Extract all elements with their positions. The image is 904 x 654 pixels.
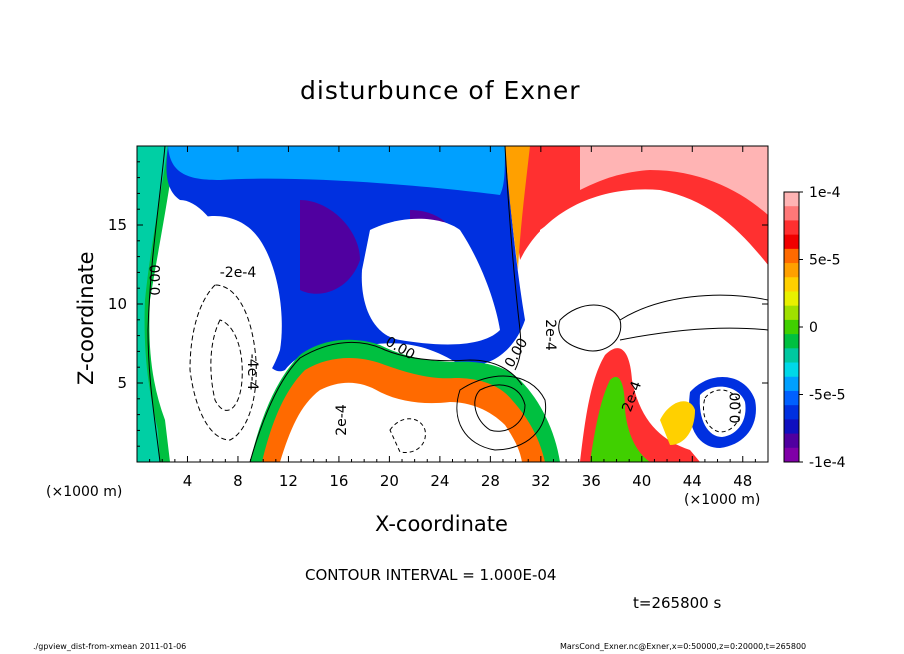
x-tick-label: 4 bbox=[183, 472, 193, 490]
x-tick-label: 12 bbox=[279, 472, 298, 490]
x-tick-label: 32 bbox=[531, 472, 550, 490]
colorbar-swatch bbox=[784, 334, 799, 349]
colorbar-swatch bbox=[784, 277, 799, 292]
colorbar-label: -5e-5 bbox=[809, 388, 846, 404]
colorbar-label: 0 bbox=[809, 320, 818, 336]
contour-label: 0.00 bbox=[728, 392, 744, 423]
colorbar-label: 1e-4 bbox=[809, 185, 841, 201]
field-top-purple bbox=[300, 200, 360, 294]
y-axis: 5 10 15 bbox=[108, 161, 768, 447]
contour-lines bbox=[147, 146, 768, 462]
footer-left: ./gpview_dist-from-xmean 2011-01-06 bbox=[33, 642, 187, 651]
x-tick-label: 44 bbox=[683, 472, 702, 490]
colorbar-swatch bbox=[784, 319, 799, 335]
x-tick-label: 20 bbox=[380, 472, 399, 490]
x-tick-label: 28 bbox=[481, 472, 500, 490]
x-tick-label: 8 bbox=[233, 472, 243, 490]
colorbar-swatch bbox=[784, 291, 799, 307]
contour-label: -4e-4 bbox=[244, 354, 260, 391]
y-tick-label: 15 bbox=[108, 216, 127, 234]
x-tick-label: 40 bbox=[632, 472, 651, 490]
contour-label: -2e-4 bbox=[220, 265, 257, 281]
colorbar-swatch bbox=[784, 348, 799, 364]
x-axis-label: X-coordinate bbox=[375, 512, 508, 536]
contour-label: 2e-4 bbox=[334, 404, 350, 436]
x-tick-label: 16 bbox=[329, 472, 348, 490]
field-top-pink bbox=[580, 146, 768, 215]
colorbar-swatch bbox=[784, 206, 799, 221]
x-tick-label: 24 bbox=[430, 472, 449, 490]
y-tick-label: 5 bbox=[117, 374, 127, 392]
field-right-yellow bbox=[660, 401, 695, 445]
colorbar: 1e-4 5e-5 0 -5e-5 -1e-4 bbox=[783, 185, 846, 471]
contour-label: 0.00 bbox=[148, 264, 164, 295]
x-axis: 4 8 12 16 20 24 28 32 36 40 44 48 bbox=[149, 146, 756, 490]
colorbar-swatch bbox=[784, 390, 799, 406]
field-white-center bbox=[361, 218, 500, 345]
colorbar-swatch bbox=[784, 376, 799, 392]
colorbar-label: -1e-4 bbox=[809, 455, 846, 471]
colorbar-swatch bbox=[784, 305, 799, 321]
y-tick-label: 10 bbox=[108, 295, 127, 313]
chart-title: disturbunce of Exner bbox=[300, 76, 581, 105]
colorbar-swatch bbox=[784, 248, 799, 264]
x-unit-label-right: (×1000 m) bbox=[684, 492, 761, 508]
colorbar-swatch bbox=[784, 405, 799, 420]
colorbar-swatch bbox=[784, 419, 799, 435]
footer-right: MarsCond_Exner.nc@Exner,x=0:50000,z=0:20… bbox=[560, 642, 807, 651]
y-axis-label: Z-coordinate bbox=[74, 251, 98, 385]
colorbar-swatch bbox=[784, 220, 799, 236]
x-unit-label: (×1000 m) bbox=[46, 484, 123, 500]
field-white-left bbox=[165, 216, 282, 441]
field-top-cyan bbox=[168, 146, 505, 195]
field-right-ring-white bbox=[699, 386, 746, 437]
field-top-orange bbox=[505, 146, 530, 270]
colorbar-swatch bbox=[784, 234, 799, 250]
field-ridge-white bbox=[280, 382, 522, 462]
time-stamp: t=265800 s bbox=[633, 594, 722, 612]
colorbar-label: 5e-5 bbox=[809, 253, 840, 269]
colorbar-swatch bbox=[784, 447, 799, 463]
colorbar-swatch bbox=[784, 192, 799, 207]
field-left-edge-cyan bbox=[137, 146, 168, 462]
contour-label: 2e-4 bbox=[542, 319, 558, 351]
colorbar-swatch bbox=[784, 362, 799, 378]
contour-interval: CONTOUR INTERVAL = 1.000E-04 bbox=[305, 566, 557, 584]
field-right-green bbox=[590, 376, 650, 462]
x-tick-label: 36 bbox=[582, 472, 601, 490]
x-tick-label: 48 bbox=[733, 472, 752, 490]
colorbar-swatch bbox=[784, 263, 799, 278]
colorbar-swatch bbox=[784, 433, 799, 449]
